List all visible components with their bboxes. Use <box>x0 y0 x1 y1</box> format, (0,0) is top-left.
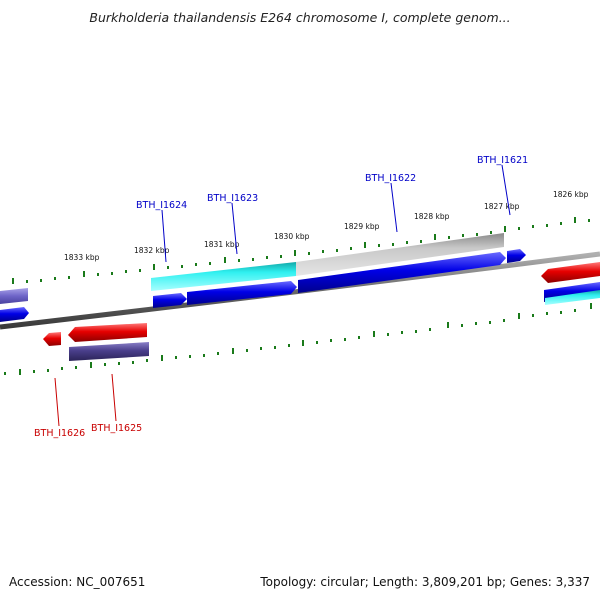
scale-label-1828: 1828 kbp <box>414 212 450 221</box>
lavender-feature-left-edge[interactable] <box>0 288 28 304</box>
blue-gene-bth-i1624[interactable] <box>153 293 187 308</box>
map-title: Burkholderia thailandensis E264 chromoso… <box>89 10 511 25</box>
gene-label-bth-i1623[interactable]: BTH_I1623 <box>207 193 258 204</box>
outer-tick-ruler <box>12 217 590 284</box>
inner-tick-ruler <box>4 303 592 375</box>
scale-label-1832: 1832 kbp <box>134 246 170 255</box>
accession-label: Accession: NC_007651 <box>9 575 146 589</box>
genome-info-label: Topology: circular; Length: 3,809,201 bp… <box>260 575 590 589</box>
scale-labels: 1833 kbp 1832 kbp 1831 kbp 1830 kbp 1829… <box>64 190 589 262</box>
scale-label-1826: 1826 kbp <box>553 190 589 199</box>
red-gene-bth-i1626[interactable] <box>43 332 61 346</box>
cyan-feature-right-edge[interactable] <box>545 290 600 305</box>
cyan-feature[interactable] <box>151 262 296 291</box>
gene-label-bth-i1622[interactable]: BTH_I1622 <box>365 173 416 184</box>
gene-labels: BTH_I1624 BTH_I1623 BTH_I1622 BTH_I1621 … <box>34 155 528 439</box>
red-gene-bth-i1625[interactable] <box>68 323 147 342</box>
gene-label-bth-i1621[interactable]: BTH_I1621 <box>477 155 528 166</box>
gene-label-bth-i1624[interactable]: BTH_I1624 <box>136 200 187 211</box>
blue-gene-bth-i1621[interactable] <box>507 249 526 263</box>
red-gene-right-edge[interactable] <box>541 262 600 283</box>
blue-gene-left-edge[interactable] <box>0 307 29 322</box>
gene-label-bth-i1625[interactable]: BTH_I1625 <box>91 423 142 434</box>
blue-gene-bth-i1622[interactable] <box>298 252 506 293</box>
scale-label-1831: 1831 kbp <box>204 240 240 249</box>
gene-label-bth-i1626[interactable]: BTH_I1626 <box>34 428 85 439</box>
purple-feature[interactable] <box>69 342 149 361</box>
scale-label-1829: 1829 kbp <box>344 222 380 231</box>
scale-label-1833: 1833 kbp <box>64 253 100 262</box>
blue-gene-bth-i1623[interactable] <box>187 281 297 305</box>
scale-label-1827: 1827 kbp <box>484 202 520 211</box>
scale-label-1830: 1830 kbp <box>274 232 310 241</box>
label-pointers <box>54 164 511 427</box>
gray-feature[interactable] <box>296 233 504 276</box>
